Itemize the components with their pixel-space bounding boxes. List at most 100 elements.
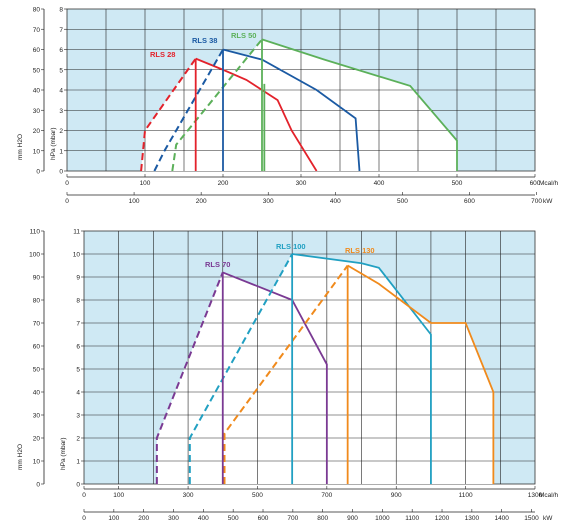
series-label-rls-38: RLS 38 <box>192 36 217 45</box>
x-mcal-tick-label: 100 <box>140 180 151 187</box>
x-mcal-tick-label: 100 <box>113 492 124 499</box>
x-kw-tick-label: 400 <box>330 198 341 205</box>
y-inner-tick-label: 3 <box>76 413 80 420</box>
y-axis-outer-label: mm H2O <box>17 134 24 160</box>
x-axis-kw-unit: kW <box>543 198 553 205</box>
x-mcal-tick-label: 400 <box>374 180 385 187</box>
series-rls-70-dashed <box>155 272 224 484</box>
x-kw-tick-label: 500 <box>397 198 408 205</box>
x-kw-tick-label: 300 <box>168 515 179 522</box>
x-kw-tick-label: 600 <box>464 198 475 205</box>
y-axis-inner-label: hPa (mbar) <box>50 127 57 160</box>
y-outer-tick-label: 20 <box>33 436 41 443</box>
series-rls-50-dashed <box>171 38 263 172</box>
y-outer-tick-label: 10 <box>33 459 41 466</box>
x-kw-tick-label: 900 <box>347 515 358 522</box>
y-inner-tick-label: 9 <box>76 275 80 282</box>
y-outer-tick-label: 30 <box>33 108 41 115</box>
y-inner-tick-label: 7 <box>76 321 80 328</box>
x-mcal-tick-label: 600 <box>530 180 541 187</box>
series-rls-130-line <box>347 264 495 484</box>
y-inner-tick-label: 4 <box>76 390 80 397</box>
y-outer-tick-label: 0 <box>36 482 40 489</box>
x-mcal-tick-label: 900 <box>391 492 402 499</box>
y-outer-tick-label: 80 <box>33 298 41 305</box>
x-kw-tick-label: 1500 <box>524 515 539 522</box>
x-kw-tick-label: 1400 <box>494 515 509 522</box>
x-kw-tick-label: 700 <box>531 198 542 205</box>
series-label-rls-70: RLS 70 <box>205 260 230 269</box>
x-kw-tick-label: 500 <box>228 515 239 522</box>
series-rls-100-dashed <box>188 253 294 484</box>
x-kw-tick-label: 0 <box>65 198 69 205</box>
x-mcal-tick-label: 0 <box>82 492 86 499</box>
y-inner-tick-label: 6 <box>59 47 63 54</box>
series-label-rls-100: RLS 100 <box>276 242 306 251</box>
series-rls-70-line <box>222 271 328 484</box>
x-kw-tick-label: 1200 <box>435 515 450 522</box>
y-axis-inner-label: hPa (mbar) <box>60 437 67 470</box>
x-kw-tick-label: 700 <box>287 515 298 522</box>
x-mcal-tick-label: 1300 <box>528 492 543 499</box>
x-kw-tick-label: 300 <box>263 198 274 205</box>
y-outer-tick-label: 40 <box>33 88 41 95</box>
y-inner-tick-label: 3 <box>59 108 63 115</box>
y-outer-tick-label: 10 <box>33 148 41 155</box>
y-outer-tick-label: 60 <box>33 344 41 351</box>
x-mcal-tick-label: 500 <box>252 492 263 499</box>
x-axis-mcal-unit: Mcal/h <box>539 180 559 187</box>
y-inner-tick-label: 8 <box>59 7 63 14</box>
y-inner-tick-label: 2 <box>59 128 63 135</box>
series-label-rls-28: RLS 28 <box>150 50 175 59</box>
y-inner-tick-label: 4 <box>59 88 63 95</box>
x-kw-tick-label: 200 <box>138 515 149 522</box>
series-label-rls-130: RLS 130 <box>345 246 375 255</box>
x-kw-tick-label: 100 <box>108 515 119 522</box>
series-rls-38-line <box>222 48 361 172</box>
y-outer-tick-label: 30 <box>33 413 41 420</box>
y-outer-tick-label: 50 <box>33 67 41 74</box>
x-mcal-tick-label: 300 <box>296 180 307 187</box>
y-outer-tick-label: 110 <box>30 229 41 236</box>
y-outer-tick-label: 100 <box>29 252 40 259</box>
y-inner-tick-label: 2 <box>76 436 80 443</box>
x-kw-tick-label: 0 <box>82 515 86 522</box>
series-rls-28-dashed <box>140 58 197 172</box>
x-kw-tick-label: 800 <box>317 515 328 522</box>
y-outer-tick-label: 70 <box>33 27 41 34</box>
x-axis-kw-unit: kW <box>543 515 553 522</box>
x-mcal-tick-label: 500 <box>452 180 463 187</box>
x-kw-tick-label: 600 <box>258 515 269 522</box>
envelope-fill-2 <box>172 39 458 171</box>
x-mcal-tick-label: 200 <box>218 180 229 187</box>
y-inner-tick-label: 0 <box>76 482 80 489</box>
x-kw-tick-label: 1300 <box>465 515 480 522</box>
x-kw-tick-label: 100 <box>129 198 140 205</box>
y-inner-tick-label: 1 <box>59 148 63 155</box>
y-inner-tick-label: 0 <box>59 169 63 176</box>
series-rls-100-line <box>292 253 432 484</box>
y-outer-tick-label: 60 <box>33 47 41 54</box>
series-rls-38-dashed <box>153 48 224 172</box>
x-kw-tick-label: 400 <box>198 515 209 522</box>
y-inner-tick-label: 7 <box>59 27 63 34</box>
y-outer-tick-label: 70 <box>33 321 41 328</box>
x-mcal-tick-label: 1100 <box>459 492 473 499</box>
series-label-rls-50: RLS 50 <box>231 31 256 40</box>
x-mcal-tick-label: 0 <box>65 180 69 187</box>
x-axis-mcal-unit: Mcal/h <box>539 492 559 499</box>
y-outer-tick-label: 80 <box>33 7 41 14</box>
series-rls-50-line <box>261 38 458 171</box>
y-inner-tick-label: 11 <box>73 229 80 236</box>
y-outer-tick-label: 20 <box>33 128 41 135</box>
y-outer-tick-label: 50 <box>33 367 41 374</box>
y-outer-tick-label: 0 <box>36 169 40 176</box>
x-mcal-tick-label: 700 <box>321 492 332 499</box>
y-outer-tick-label: 90 <box>33 275 41 282</box>
y-axis-outer-label: mm H2O <box>17 444 24 470</box>
x-kw-tick-label: 1000 <box>375 515 390 522</box>
y-outer-tick-label: 40 <box>33 390 41 397</box>
